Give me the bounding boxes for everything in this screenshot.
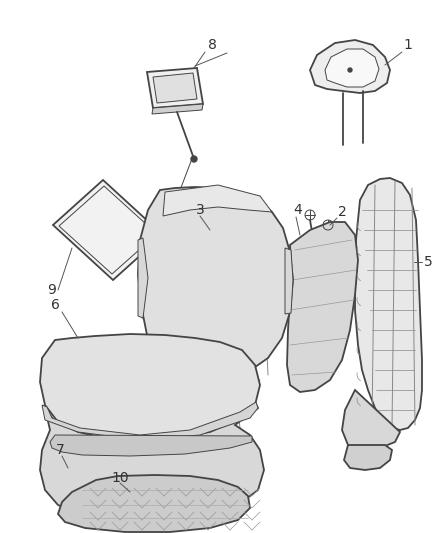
Polygon shape xyxy=(138,238,148,318)
Polygon shape xyxy=(138,187,293,383)
Text: 5: 5 xyxy=(424,255,432,269)
Text: 9: 9 xyxy=(48,283,57,297)
Text: 4: 4 xyxy=(293,203,302,217)
Text: 10: 10 xyxy=(111,471,129,485)
Text: 3: 3 xyxy=(196,203,205,217)
Polygon shape xyxy=(285,248,293,314)
Polygon shape xyxy=(153,73,197,103)
Polygon shape xyxy=(50,435,252,456)
Polygon shape xyxy=(163,185,272,216)
Text: 8: 8 xyxy=(208,38,216,52)
Polygon shape xyxy=(342,390,400,450)
Polygon shape xyxy=(40,334,260,440)
Polygon shape xyxy=(58,475,250,532)
Polygon shape xyxy=(310,40,390,93)
Polygon shape xyxy=(325,49,379,87)
Polygon shape xyxy=(152,104,203,114)
Text: 2: 2 xyxy=(338,205,346,219)
Text: 1: 1 xyxy=(403,38,413,52)
Polygon shape xyxy=(40,402,264,520)
Text: 7: 7 xyxy=(56,443,64,457)
Polygon shape xyxy=(147,68,203,108)
Text: 6: 6 xyxy=(50,298,60,312)
Polygon shape xyxy=(42,402,258,440)
Polygon shape xyxy=(53,180,163,280)
Polygon shape xyxy=(344,445,392,470)
Polygon shape xyxy=(287,222,358,392)
Circle shape xyxy=(191,156,197,162)
Circle shape xyxy=(348,68,352,72)
Polygon shape xyxy=(355,178,422,430)
